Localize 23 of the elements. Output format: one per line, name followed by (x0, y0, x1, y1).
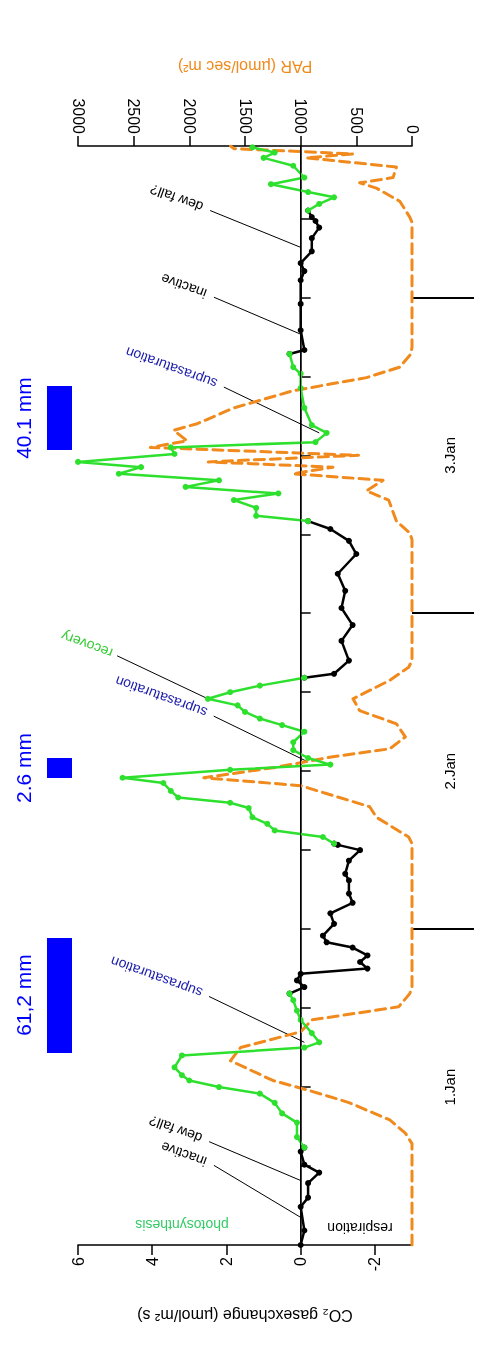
x2-tick-label: 3000 (69, 98, 87, 135)
x-tick-label: -2 (366, 1256, 384, 1272)
annotation: respiration (327, 1220, 393, 1236)
y-tick-label: 2.Jan (441, 752, 458, 790)
x-tick-label: 6 (69, 1256, 87, 1266)
x-tick-label: 2 (217, 1256, 235, 1266)
annotation: dew fall? (147, 181, 206, 216)
x2-axis-title: PAR (µmol/sec m²) (177, 57, 313, 75)
text: 2.6 mm (11, 732, 35, 804)
x2-tick-label: 0 (403, 125, 421, 135)
annotation: photosynthesis (135, 1217, 229, 1233)
x-tick-label: 0 (292, 1256, 310, 1266)
x2-tick-label: 2000 (180, 98, 198, 135)
text: 40.1 mm (11, 377, 35, 459)
y-tick-label: 3.Jan (441, 436, 458, 474)
x2-tick-label: 1500 (236, 98, 254, 135)
x2-tick-label: 500 (347, 107, 365, 135)
x-axis-title: CO₂ gasexchange (µmol/m² s) (137, 1306, 353, 1324)
x-tick-label: 4 (143, 1256, 161, 1266)
x2-tick-label: 1000 (292, 98, 310, 135)
x2-tick-label: 2500 (125, 98, 143, 135)
y-tick-label: 1.Jan (441, 1068, 458, 1106)
text: 61,2 mm (11, 954, 35, 1036)
